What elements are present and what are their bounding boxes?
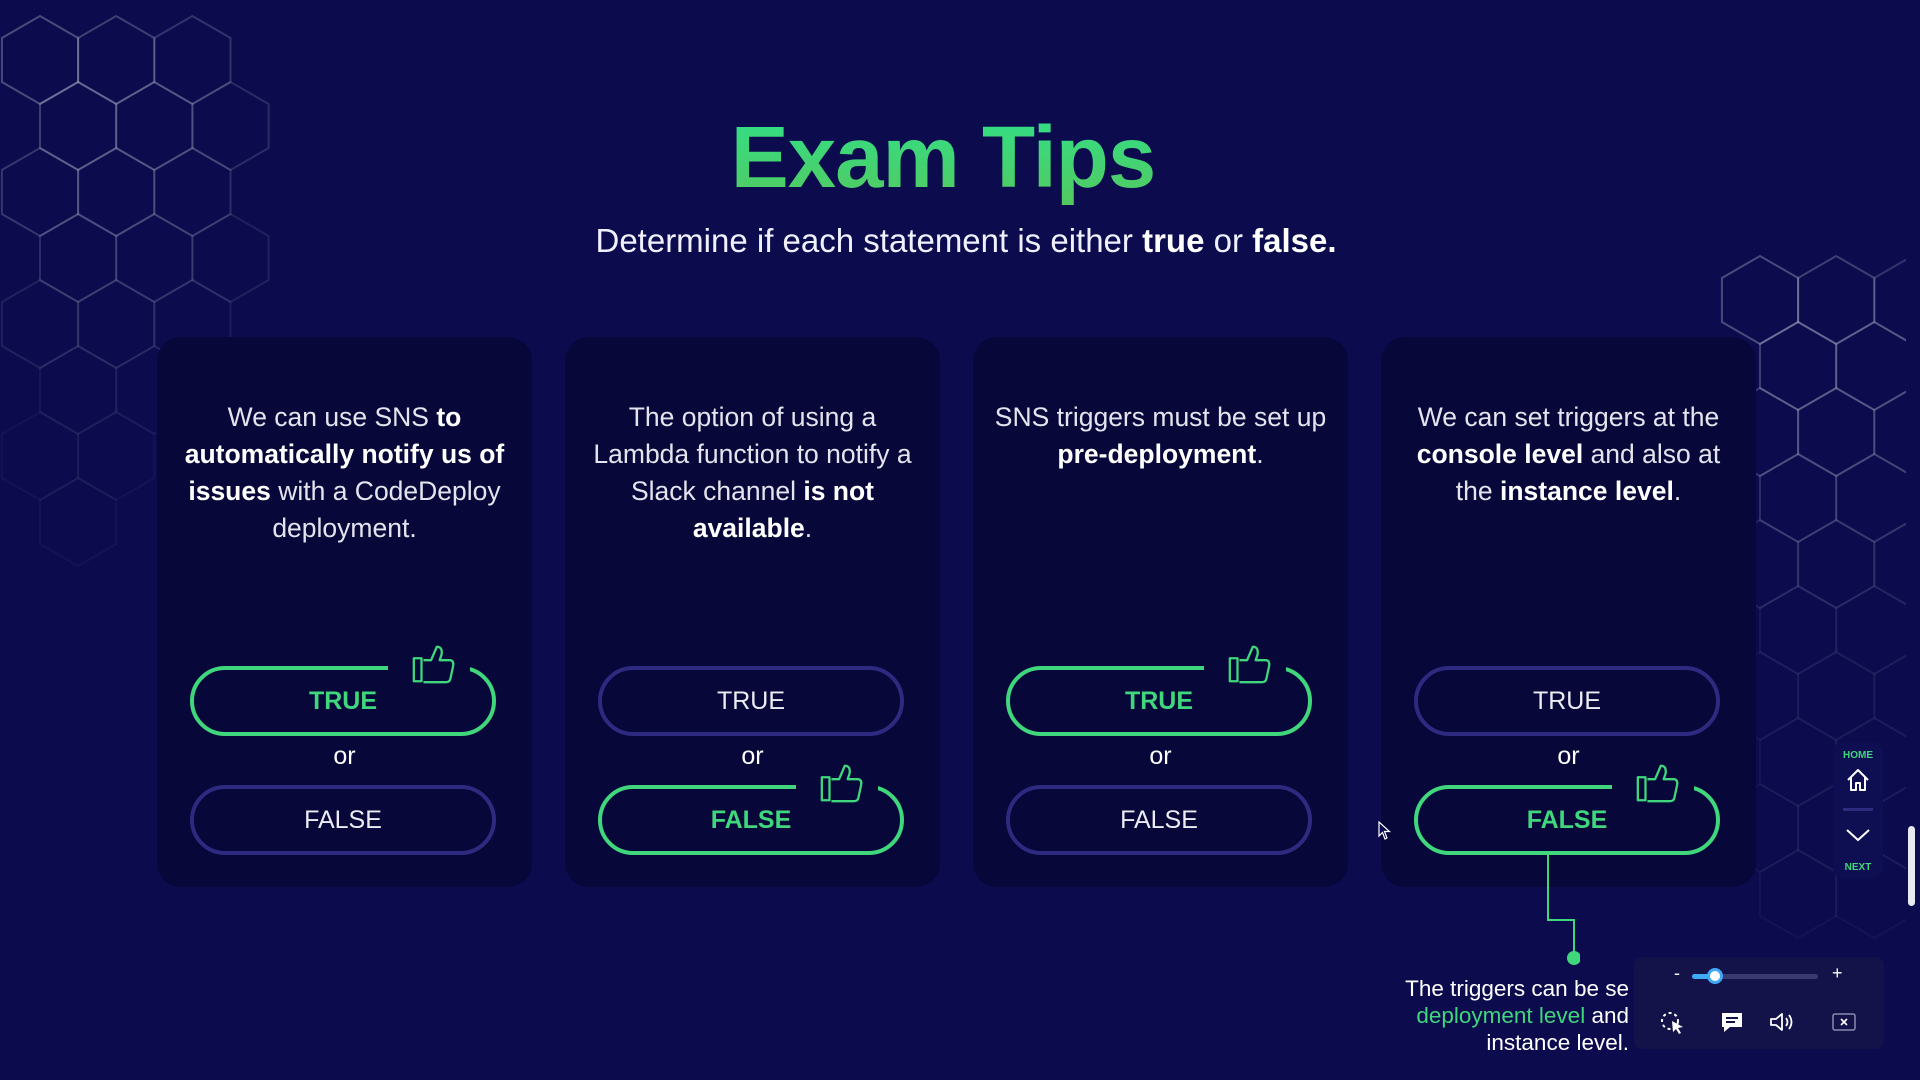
statement-card: We can use SNS to automatically notify u… <box>157 337 532 887</box>
false-button[interactable]: FALSE <box>1414 764 1720 855</box>
true-button-label: TRUE <box>308 686 378 715</box>
or-separator: or <box>1557 742 1580 770</box>
true-button-label: TRUE <box>1532 686 1602 715</box>
true-button[interactable]: TRUE <box>190 645 496 736</box>
player-controls: - + <box>1634 957 1884 1049</box>
statement-text: We can use SNS to automatically notify u… <box>184 402 505 543</box>
or-separator: or <box>1149 742 1172 770</box>
volume-slider-handle[interactable] <box>1707 968 1723 984</box>
volume-icon[interactable] <box>1768 1009 1796 1035</box>
statement-card: We can set triggers at the console level… <box>1381 337 1756 887</box>
thumbs-up-icon <box>820 764 863 803</box>
explanation-connector <box>1547 854 1580 965</box>
close-icon[interactable] <box>1830 1009 1858 1035</box>
statement-text: The option of using a Lambda function to… <box>593 402 912 543</box>
false-button[interactable]: FALSE <box>190 785 496 855</box>
slide-subtitle: Determine if each statement is either tr… <box>595 222 1337 259</box>
statement-text: We can set triggers at the console level… <box>1416 402 1721 506</box>
false-button-label: FALSE <box>710 805 792 834</box>
true-button-label: TRUE <box>1124 686 1194 715</box>
false-button-label: FALSE <box>1526 805 1608 834</box>
false-button-label: FALSE <box>1120 805 1198 834</box>
mouse-cursor <box>1378 821 1392 840</box>
home-icon[interactable] <box>1845 767 1871 793</box>
chevron-down-icon[interactable] <box>1844 825 1872 845</box>
false-button-label: FALSE <box>304 805 382 834</box>
volume-increase-button[interactable]: + <box>1832 963 1843 983</box>
captions-icon[interactable] <box>1718 1009 1746 1035</box>
volume-slider[interactable] <box>1692 974 1818 979</box>
or-separator: or <box>333 742 356 770</box>
false-button[interactable]: FALSE <box>1006 785 1312 855</box>
true-button[interactable]: TRUE <box>598 666 904 736</box>
thumbs-up-icon <box>412 645 455 684</box>
scrollbar-thumb[interactable] <box>1908 826 1915 906</box>
explanation-text: The triggers can be se deployment level … <box>1405 976 1629 1055</box>
statement-card: SNS triggers must be set up pre-deployme… <box>973 337 1348 887</box>
slide-nav: HOME NEXT <box>1833 742 1883 878</box>
thumbs-up-icon <box>1228 645 1271 684</box>
pointer-icon[interactable] <box>1658 1009 1686 1035</box>
true-button-label: TRUE <box>716 686 786 715</box>
scrollbar-track[interactable] <box>1906 0 1920 1080</box>
or-separator: or <box>741 742 764 770</box>
nav-divider <box>1843 808 1873 811</box>
next-label[interactable]: NEXT <box>1844 862 1872 873</box>
statement-card: The option of using a Lambda function to… <box>565 337 940 887</box>
volume-slider-fill <box>1692 974 1715 979</box>
thumbs-up-icon <box>1636 764 1679 803</box>
false-button[interactable]: FALSE <box>598 764 904 855</box>
volume-decrease-button[interactable]: - <box>1674 963 1680 983</box>
true-button[interactable]: TRUE <box>1414 666 1720 736</box>
true-button[interactable]: TRUE <box>1006 645 1312 736</box>
home-label[interactable]: HOME <box>1843 750 1873 761</box>
statement-text: SNS triggers must be set up pre-deployme… <box>994 402 1327 469</box>
slide-title: Exam Tips <box>730 109 1157 206</box>
